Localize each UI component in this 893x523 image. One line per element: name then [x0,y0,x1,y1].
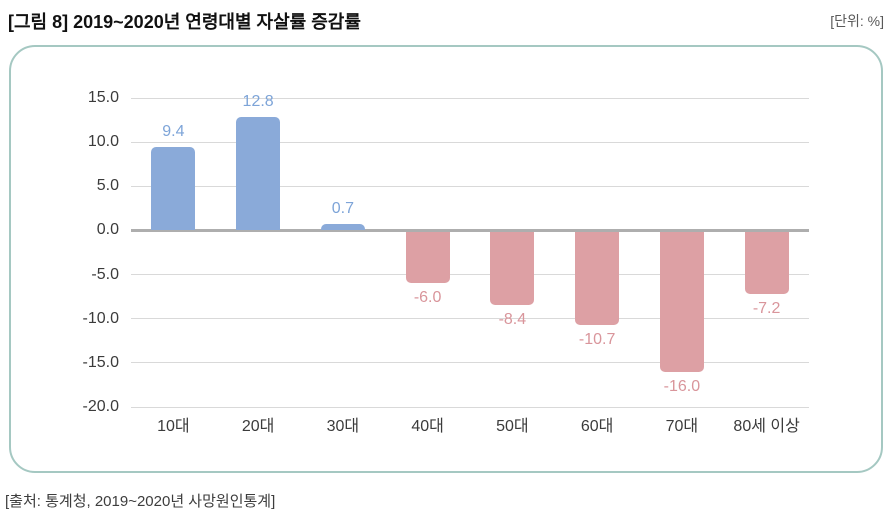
y-tick-label: 5.0 [96,177,119,195]
x-category-label: 40대 [411,418,444,435]
y-tick-label: -15.0 [82,353,119,371]
bar-value-label: 0.7 [331,200,354,218]
bar-value-label: -8.4 [498,310,527,328]
y-tick-label: 0.0 [96,221,119,239]
gridline [131,274,809,276]
bar-value-label: 9.4 [162,123,185,141]
chart-box: 15.0 10.0 5.0 0.0 -5.0 -10.0 -15.0 -20.0 9.4 10대 1… [9,45,883,473]
gridline [131,185,809,187]
y-tick-label: 15.0 [87,89,119,106]
y-tick-label: 10.0 [87,133,119,151]
x-category-label: 60대 [580,418,614,435]
bar-chart-plot: 15.0 10.0 5.0 0.0 -5.0 -10.0 -15.0 -20.0 9.4 10대 1… [83,89,809,435]
bar-value-label: -6.0 [413,289,442,307]
x-category-label: 80세 이상 [733,418,800,435]
figure-title: [그림 8] 2019~2020년 연령대별 자살률 증감률 [8,12,361,32]
bar-20대 [236,117,281,231]
bar-10대 [151,147,196,231]
bar-50대 [490,231,535,305]
figure-header: [그림 8] 2019~2020년 연령대별 자살률 증감률 [단위: %] [8,8,884,34]
bar-value-label: 12.8 [242,93,274,111]
bar-value-label: -7.2 [752,299,781,317]
bar-40대 [405,231,450,284]
y-tick-label: -10.0 [82,309,119,327]
x-category-label: 30대 [326,418,360,435]
zero-axis-line [131,228,809,232]
x-category-label: 20대 [241,418,275,435]
bar-value-label: -16.0 [663,377,701,395]
y-tick-label: -20.0 [82,398,119,415]
gridline [131,318,809,320]
x-category-label: 50대 [496,418,529,435]
x-category-label: 70대 [665,418,699,435]
bar-60대 [575,231,620,325]
source-note: [출처: 통계청, 2019~2020년 사망원인통계] [5,493,276,510]
unit-label: [단위: %] [830,13,884,29]
gridline [131,141,809,143]
bar-80세 이상 [744,231,789,294]
bar-value-label: -10.7 [578,330,616,348]
bar-70대 [659,231,704,372]
gridline [131,362,809,364]
bar-30대 [320,224,365,231]
gridline [131,97,809,99]
y-tick-label: -5.0 [91,265,119,283]
gridline [131,406,809,408]
x-category-label: 10대 [157,418,190,435]
